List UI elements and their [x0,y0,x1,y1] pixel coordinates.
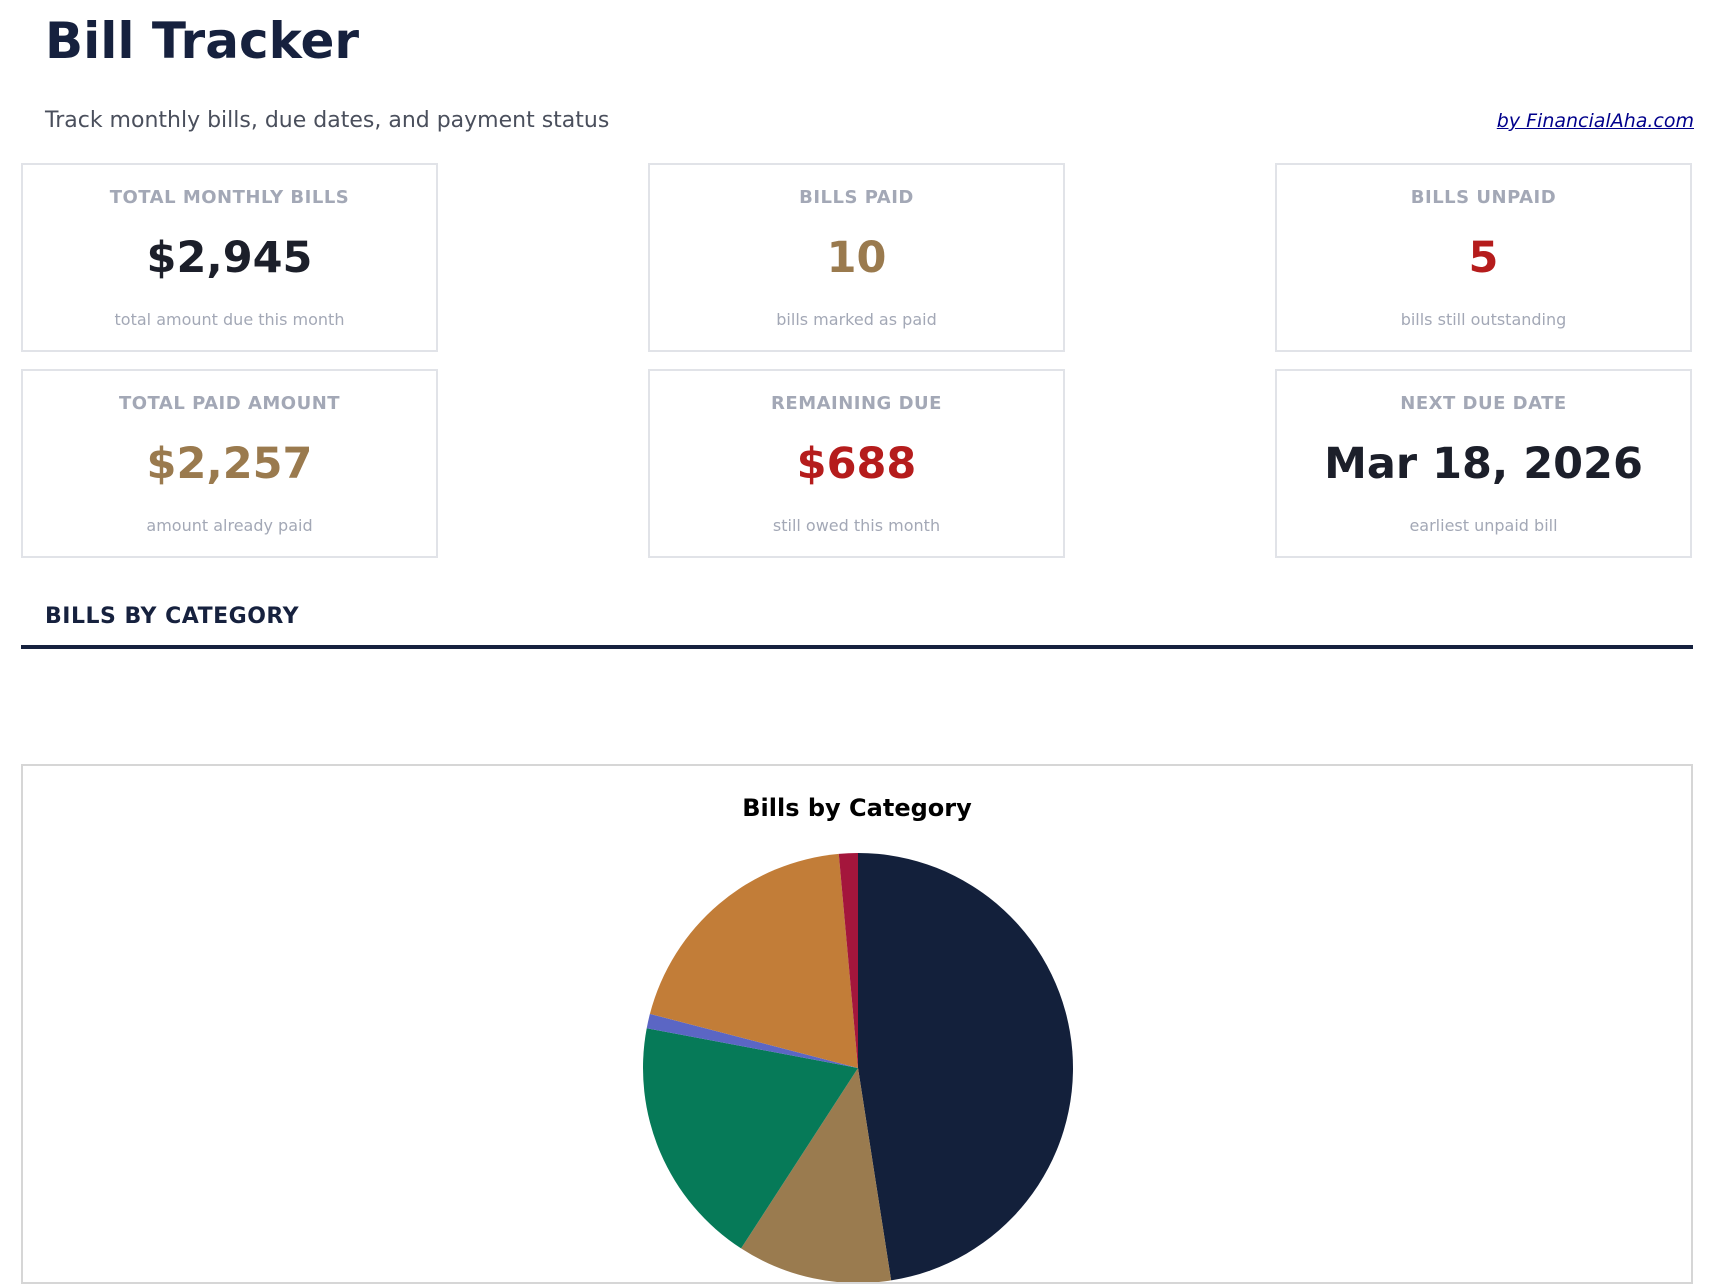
card-value: $2,945 [146,233,313,283]
card-bills-unpaid: BILLS UNPAID 5 bills still outstanding [1275,163,1692,352]
card-bills-paid: BILLS PAID 10 bills marked as paid [648,163,1065,352]
card-next-due-date: NEXT DUE DATE Mar 18, 2026 earliest unpa… [1275,369,1692,558]
card-caption: amount already paid [146,516,313,535]
chart-container: Bills by Category [21,764,1693,1284]
card-caption: total amount due this month [114,310,345,329]
card-caption: still owed this month [772,516,941,535]
page-title: Bill Tracker [45,12,360,70]
card-label: NEXT DUE DATE [1400,393,1567,414]
chart-title: Bills by Category [742,794,972,822]
pie-slice[interactable] [643,1028,858,1249]
card-total-paid-amount: TOTAL PAID AMOUNT $2,257 amount already … [21,369,438,558]
section-divider [21,645,1693,649]
card-label: TOTAL PAID AMOUNT [118,393,341,414]
pie-chart [643,853,1073,1283]
card-caption: bills marked as paid [776,310,937,329]
pie-slice[interactable] [838,853,858,1068]
credit-link[interactable]: by FinancialAha.com [1496,110,1694,132]
section-heading: BILLS BY CATEGORY [45,604,300,629]
card-value: 10 [826,233,887,283]
pie-slice[interactable] [649,853,858,1068]
pie-slice[interactable] [858,853,1073,1281]
card-label: BILLS PAID [799,187,914,208]
card-caption: earliest unpaid bill [1409,516,1558,535]
card-value: Mar 18, 2026 [1324,439,1643,489]
card-value: $688 [796,439,917,489]
card-label: TOTAL MONTHLY BILLS [109,187,350,208]
card-caption: bills still outstanding [1400,310,1567,329]
pie-slice[interactable] [741,1068,892,1283]
card-label: BILLS UNPAID [1410,187,1557,208]
card-value: 5 [1468,233,1499,283]
card-total-monthly-bills: TOTAL MONTHLY BILLS $2,945 total amount … [21,163,438,352]
pie-slice[interactable] [646,1013,858,1068]
card-remaining-due: REMAINING DUE $688 still owed this month [648,369,1065,558]
page-subtitle: Track monthly bills, due dates, and paym… [45,108,610,133]
card-label: REMAINING DUE [771,393,942,414]
card-value: $2,257 [146,439,313,489]
